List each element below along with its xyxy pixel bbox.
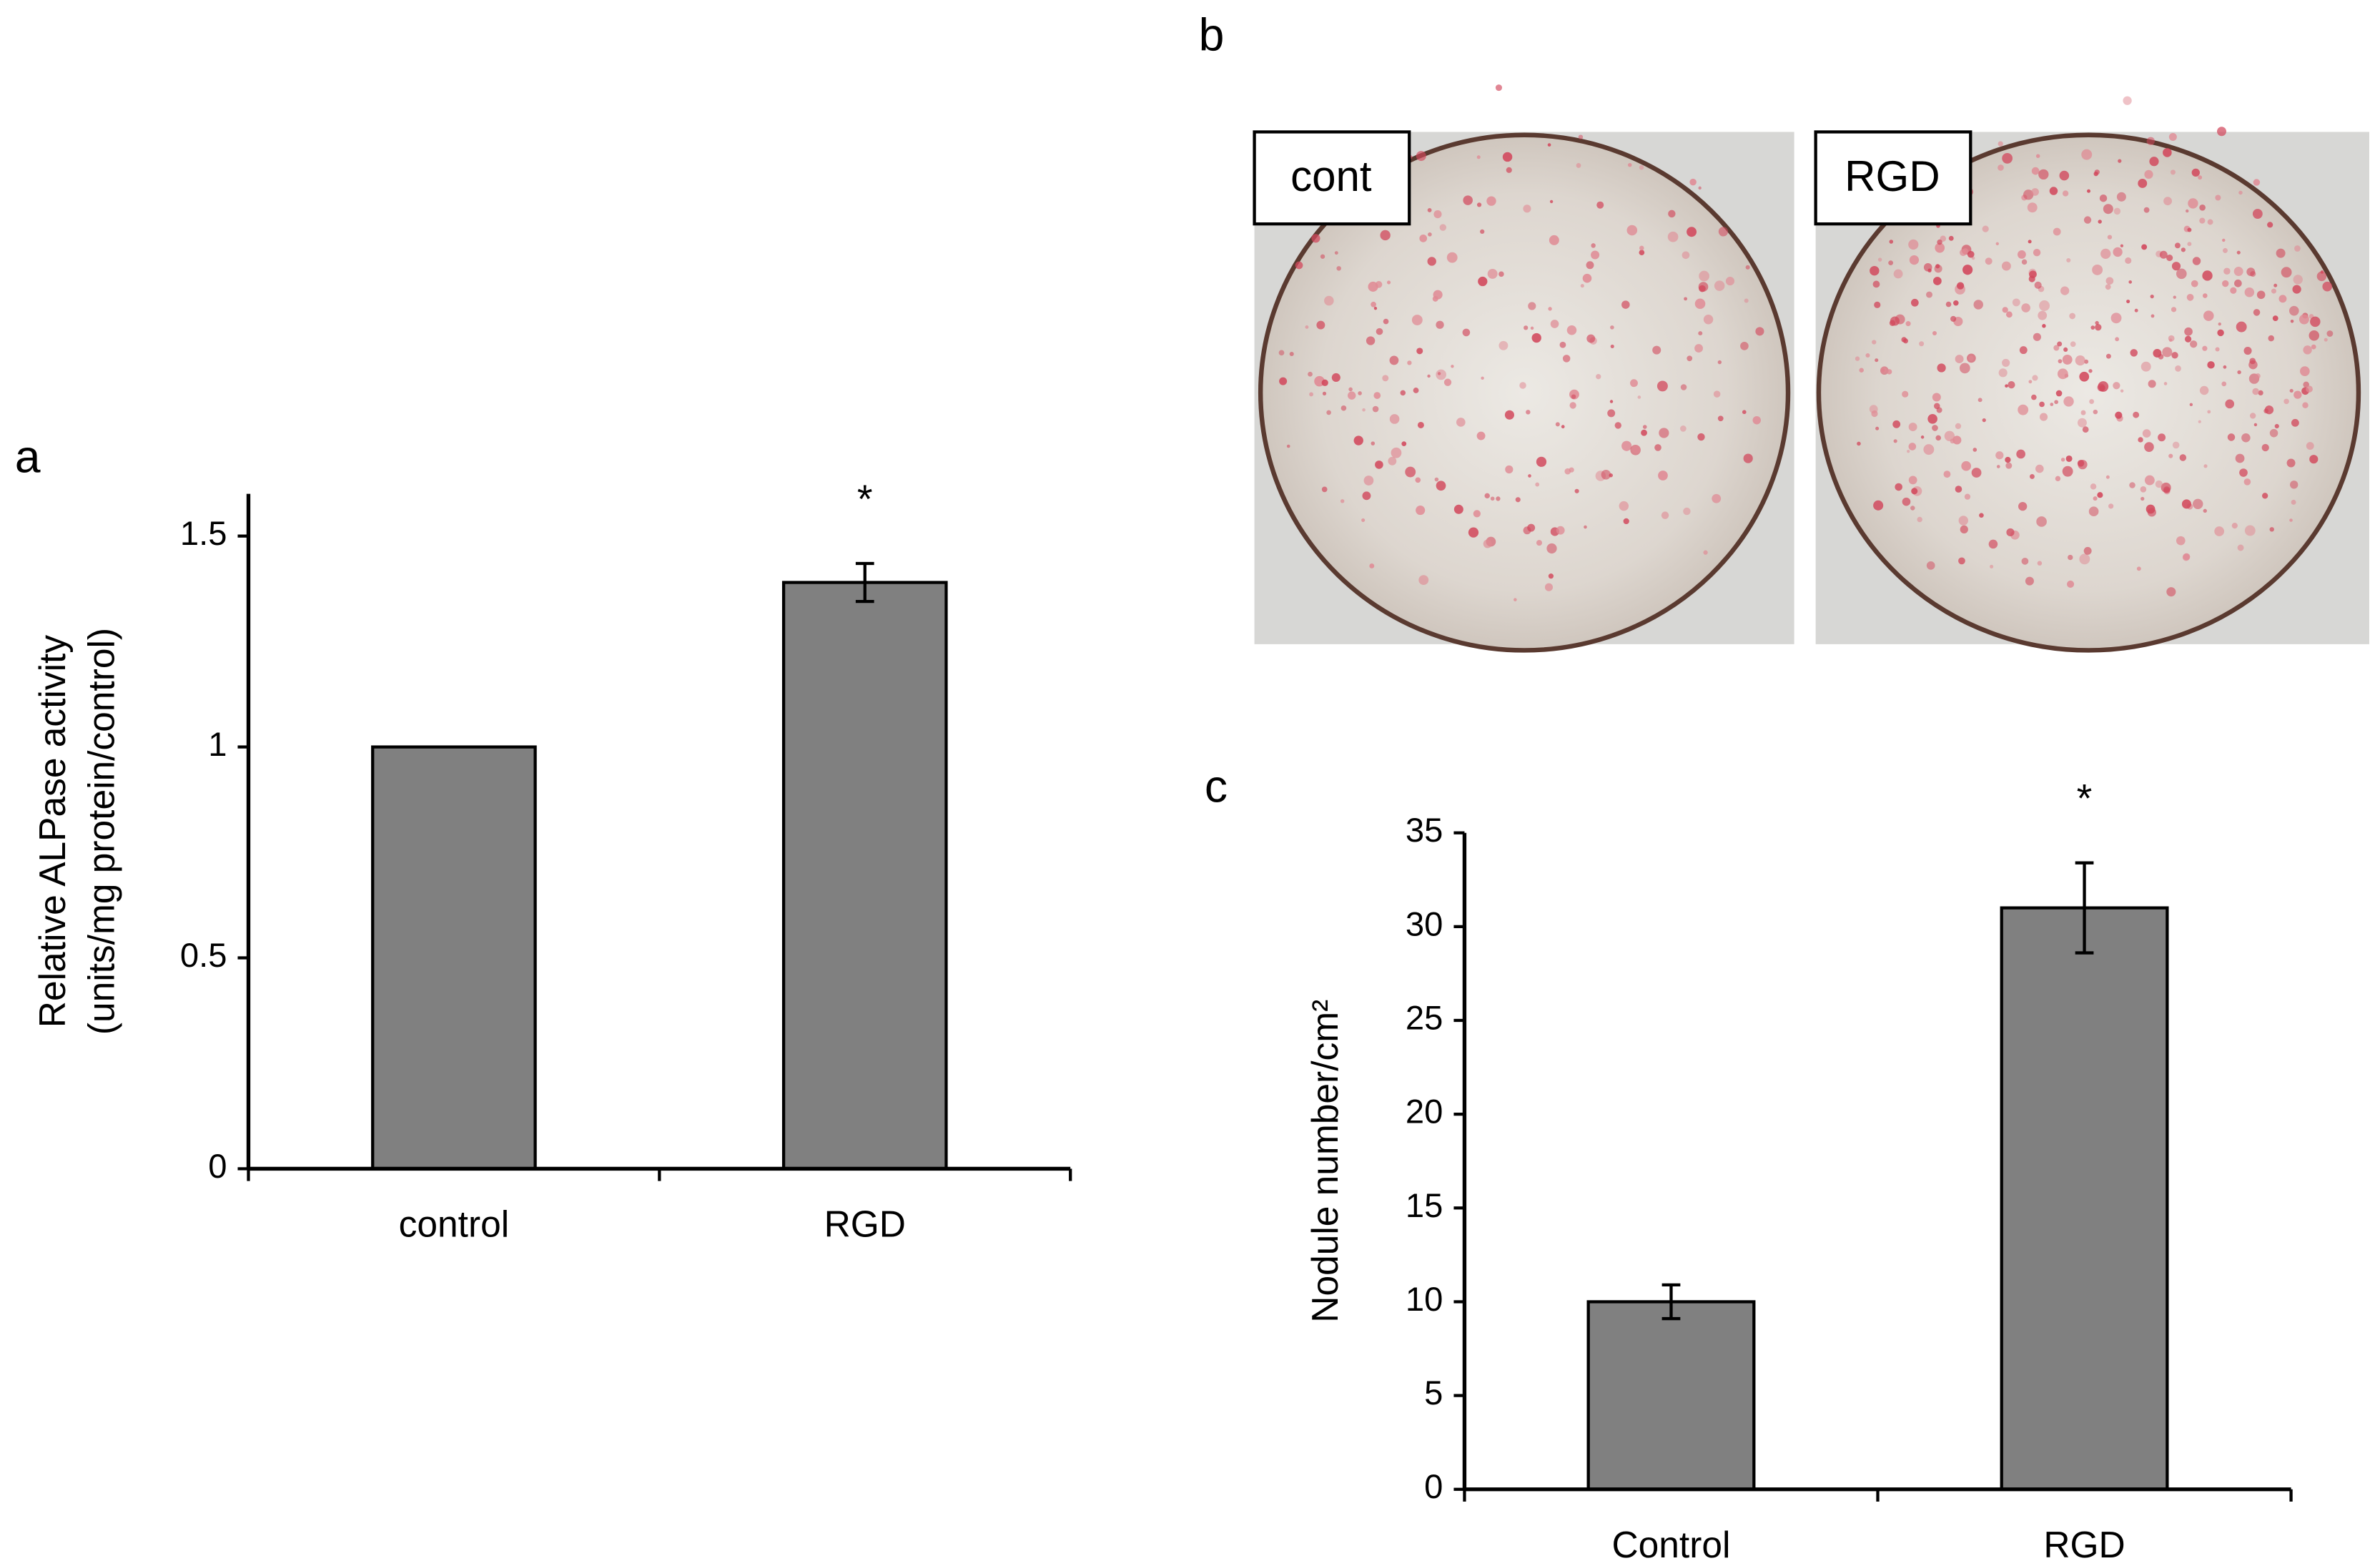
- photo: cont: [1253, 84, 1794, 653]
- y-tick-label: 35: [1406, 811, 1443, 849]
- photo: RGD: [1814, 96, 2369, 653]
- x-tick-label: Control: [1612, 1524, 1731, 1565]
- image-label: cont: [1290, 152, 1372, 200]
- photos: cont RGD: [1253, 84, 2369, 653]
- error-bar: [2075, 861, 2094, 955]
- error-bar: [855, 561, 874, 604]
- y-tick-label: 0: [208, 1147, 227, 1185]
- y-axis-label: Nodule number/cm²: [1304, 1000, 1345, 1323]
- y-tick-label: 5: [1424, 1374, 1443, 1412]
- panel-label: c: [1205, 761, 1228, 812]
- bar: [1586, 1300, 1756, 1491]
- bar: [2000, 906, 2169, 1491]
- x-tick-label: RGD: [2043, 1524, 2125, 1565]
- significance-mark: *: [2077, 777, 2093, 821]
- error-bar: [1661, 1283, 1681, 1321]
- y-axis-label: Relative ALPase activity: [31, 635, 73, 1028]
- y-tick-label: 1.5: [180, 514, 227, 552]
- panel-label: b: [1199, 9, 1225, 61]
- x-tick-label: control: [399, 1203, 509, 1245]
- y-tick-label: 30: [1406, 905, 1443, 942]
- y-tick-label: 15: [1406, 1186, 1443, 1224]
- y-tick-label: 10: [1406, 1280, 1443, 1318]
- y-tick-label: 20: [1406, 1093, 1443, 1131]
- significance-mark: *: [857, 477, 873, 521]
- bar: [781, 581, 948, 1171]
- y-axis-label: (units/mg protein/control): [80, 628, 122, 1035]
- panel-label: a: [15, 430, 41, 482]
- y-tick-label: 1: [208, 725, 227, 763]
- y-tick-label: 25: [1406, 998, 1443, 1036]
- bar: [371, 745, 537, 1171]
- y-tick-label: 0.5: [180, 936, 227, 974]
- image-label: RGD: [1845, 152, 1940, 200]
- y-tick-label: 0: [1424, 1467, 1443, 1505]
- x-tick-label: RGD: [824, 1203, 906, 1245]
